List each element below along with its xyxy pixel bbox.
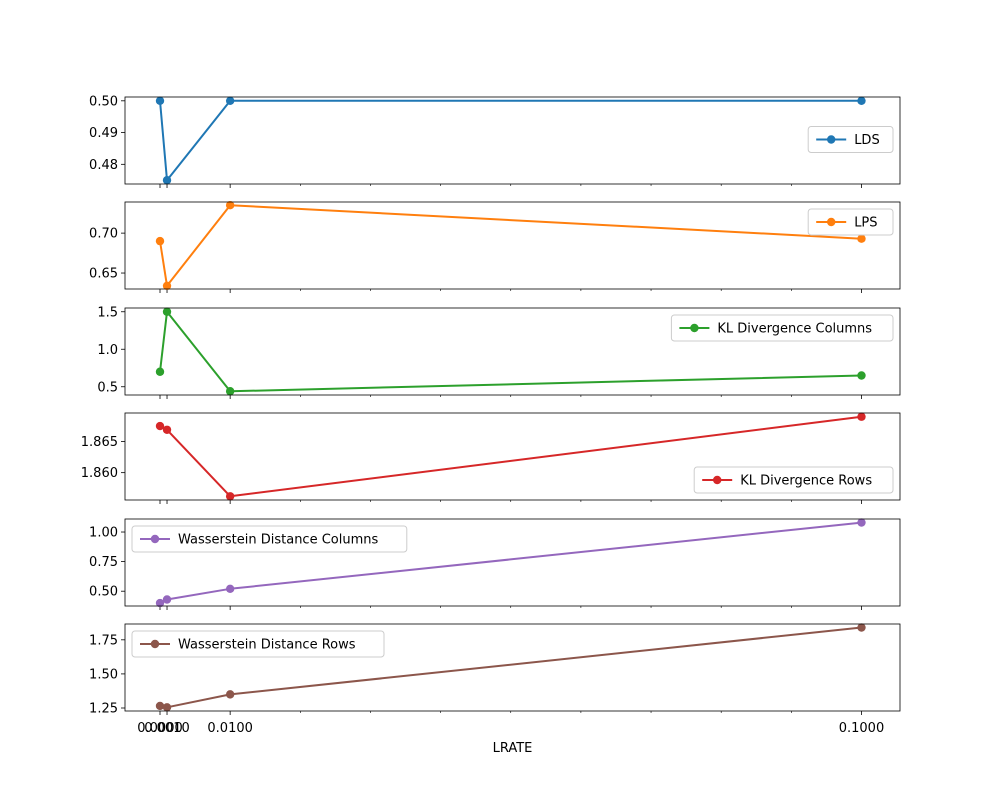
- data-point: [225, 200, 235, 210]
- legend: Wasserstein Distance Rows: [131, 630, 385, 658]
- y-tick-label: 0.65: [89, 267, 118, 282]
- legend-label: LDS: [854, 133, 880, 148]
- y-tick-label: 1.0: [97, 343, 118, 358]
- legend-label: KL Divergence Rows: [740, 474, 872, 489]
- data-point: [162, 595, 172, 604]
- series-line-lds: [159, 99, 862, 182]
- legend-marker: [827, 217, 836, 227]
- legend-marker: [150, 534, 160, 544]
- data-point: [162, 307, 172, 316]
- axes-frame: [124, 412, 901, 501]
- axes-frame: [124, 307, 901, 396]
- legend-box: [131, 525, 408, 553]
- y-tick-label: 1.75: [89, 633, 118, 648]
- data-point: [857, 623, 866, 632]
- data-point: [857, 371, 866, 380]
- legend-box: [807, 126, 894, 153]
- y-tick-label: 0.48: [89, 158, 118, 173]
- data-point: [162, 703, 172, 712]
- subplot-wasserstein-distance-rows: 1.25 1.50 1.75 Wasserstein Distance Rows: [89, 623, 901, 717]
- axes-frame: [124, 518, 901, 607]
- y-tick-label: 0.49: [89, 126, 118, 141]
- y-tick-label: 0.75: [89, 555, 118, 570]
- legend: KL Divergence Rows: [693, 466, 894, 494]
- data-point: [225, 387, 235, 396]
- x-axis-title: LRATE: [493, 741, 533, 756]
- legend-box: [807, 208, 894, 236]
- data-point: [155, 701, 165, 711]
- x-tick-label: 0.0000: [137, 721, 183, 736]
- legend-label: KL Divergence Columns: [717, 322, 872, 337]
- axes-frame: [124, 623, 901, 712]
- legend-box: [131, 630, 385, 658]
- subplot-kl-divergence-columns: 0.5 1.0 1.5 KL Divergence Columns: [97, 305, 901, 399]
- data-point: [225, 690, 235, 699]
- data-point: [225, 492, 235, 501]
- y-tick-label: 0.50: [89, 585, 118, 600]
- data-point: [857, 234, 866, 243]
- series-line-kl-divergence-columns: [159, 310, 862, 393]
- legend-box: [693, 466, 894, 494]
- x-tick-label: 0.0010: [144, 721, 190, 736]
- legend-marker: [690, 323, 699, 333]
- data-point: [857, 518, 866, 527]
- subplot-wasserstein-distance-columns: 0.50 0.75 1.00 Wasserstein Distance Columns: [89, 518, 901, 610]
- legend-marker: [150, 639, 160, 649]
- legend: Wasserstein Distance Columns: [131, 525, 408, 553]
- data-point: [155, 236, 165, 246]
- subplot-stack: 0.48 0.49 0.50 LDS 0.65 0.70 LPS 0.5 1.0 1.5 KL Di…: [81, 94, 901, 717]
- y-tick-label: 1.865: [81, 435, 118, 450]
- series-line-lps: [159, 204, 862, 287]
- legend-marker: [713, 475, 722, 485]
- x-tick-label: 0.1000: [839, 721, 885, 736]
- y-tick-label: 1.00: [89, 526, 118, 541]
- legend: LPS: [807, 208, 894, 236]
- legend-label: LPS: [854, 216, 877, 231]
- legend-label: Wasserstein Distance Columns: [178, 533, 378, 548]
- data-point: [162, 175, 172, 185]
- data-point: [857, 96, 866, 106]
- y-tick-label: 0.70: [89, 227, 118, 242]
- legend-marker: [827, 135, 836, 144]
- y-tick-label: 1.860: [81, 466, 118, 481]
- y-tick-label: 1.25: [89, 702, 118, 717]
- data-point: [225, 584, 235, 594]
- x-tick-label: 0.0100: [207, 721, 253, 736]
- data-point: [155, 598, 165, 608]
- data-point: [155, 367, 165, 376]
- subplot-lds: 0.48 0.49 0.50 LDS: [89, 94, 901, 188]
- y-tick-label: 0.50: [89, 94, 118, 109]
- axes-frame: [124, 201, 901, 290]
- y-tick-label: 1.5: [97, 305, 118, 320]
- subplot-kl-divergence-rows: 1.860 1.865 KL Divergence Rows: [81, 412, 901, 504]
- y-tick-label: 0.5: [97, 380, 118, 395]
- axes-frame: [124, 96, 901, 185]
- legend: KL Divergence Columns: [670, 314, 894, 342]
- data-point: [225, 96, 235, 106]
- legend: LDS: [807, 126, 894, 153]
- data-point: [162, 281, 172, 291]
- data-point: [162, 425, 172, 434]
- data-point: [857, 412, 866, 421]
- data-point: [155, 96, 165, 106]
- data-point: [155, 421, 165, 431]
- y-tick-label: 1.50: [89, 667, 118, 682]
- subplot-lps: 0.65 0.70 LPS: [89, 200, 901, 293]
- legend-box: [670, 314, 894, 342]
- legend-label: Wasserstein Distance Rows: [178, 638, 356, 653]
